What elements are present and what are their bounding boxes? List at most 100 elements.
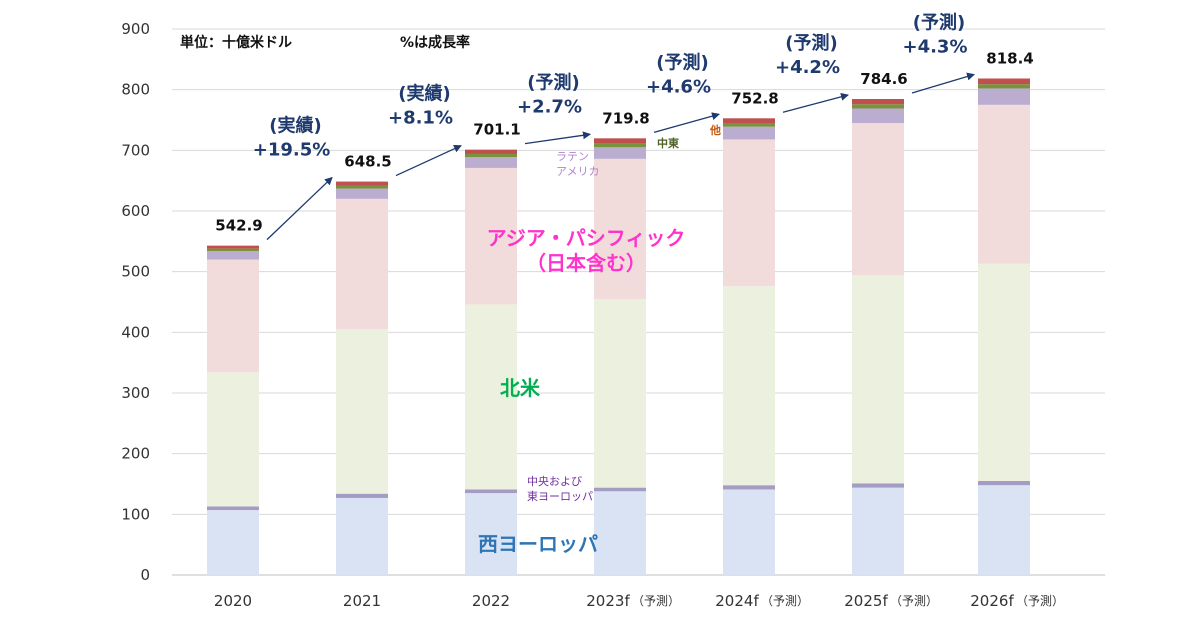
growth-rate: +8.1%: [388, 108, 453, 129]
bar-segment: [978, 84, 1030, 89]
x-tick-label: 2023f: [586, 592, 630, 610]
bar-segment: [852, 99, 904, 105]
bar-segment: [465, 489, 517, 494]
bar-segment: [594, 158, 646, 299]
x-tick-label: 2025f: [844, 592, 888, 610]
growth-rate: +4.2%: [775, 57, 840, 78]
bar-segment: [978, 78, 1030, 85]
growth-arrow: [395, 144, 462, 177]
growth-rate: +19.5%: [253, 140, 331, 161]
bar-segment: [594, 298, 646, 488]
growth-arrow: [524, 131, 591, 145]
bar-segment: [207, 510, 259, 575]
growth-status: (実績): [398, 83, 450, 105]
x-tick-label: 2024f: [715, 592, 759, 610]
x-tick-label: 2026f: [970, 592, 1014, 610]
label-latam-line1: ラテン: [556, 150, 589, 163]
bar-segment: [207, 259, 259, 373]
total-label: 701.1: [473, 121, 520, 139]
bar-segment: [852, 275, 904, 484]
bar-segment: [465, 153, 517, 158]
bar-segment: [336, 198, 388, 330]
x-tick-label: 2021: [343, 592, 381, 610]
y-tick-label: 400: [121, 323, 150, 341]
x-tick-note: （予測）: [761, 594, 809, 608]
bar-segment: [336, 181, 388, 186]
bar-segment: [723, 123, 775, 127]
growth-status: (予測): [527, 71, 579, 93]
growth-rate: +4.6%: [646, 76, 711, 97]
bar-stack-2021: [336, 181, 388, 575]
bar-segment: [978, 485, 1030, 575]
bar-segment: [336, 497, 388, 575]
bar-segment: [207, 245, 259, 249]
bar-stack-2023f: [594, 138, 646, 575]
growth-rate: +4.3%: [902, 37, 967, 58]
label-western-europe: 西ヨーロッパ: [478, 532, 598, 556]
bar-segment: [852, 123, 904, 276]
bar-segment: [465, 304, 517, 490]
growth-status: (予測): [656, 51, 708, 73]
x-tick-note: （予測）: [632, 594, 680, 608]
bar-segment: [852, 104, 904, 109]
growth-arrow: [782, 92, 849, 113]
bar-segment: [336, 188, 388, 199]
bar-segment: [336, 493, 388, 498]
label-ce-europe-line2: 東ヨーロッパ: [527, 490, 593, 503]
growth-arrow: [653, 112, 720, 133]
label-middle-east: 中東: [657, 136, 680, 150]
bar-segment: [594, 147, 646, 159]
y-tick-label: 0: [140, 566, 150, 584]
bar-segment: [207, 372, 259, 507]
x-tick-note: （予測）: [1016, 594, 1064, 608]
bar-segment: [978, 263, 1030, 481]
bar-segment: [594, 143, 646, 148]
x-tick-note: （予測）: [890, 594, 938, 608]
bar-segment: [723, 489, 775, 575]
label-ce-europe-line1: 中央および: [527, 475, 582, 488]
y-tick-label: 500: [121, 263, 150, 281]
bar-segment: [723, 118, 775, 124]
label-other: 他: [709, 123, 721, 137]
unit-note: 単位：十億米ドル: [180, 34, 292, 51]
bar-segment: [978, 480, 1030, 486]
bar-segment: [723, 485, 775, 490]
bar-segment: [978, 104, 1030, 264]
bar-segment: [336, 329, 388, 494]
y-tick-label: 900: [121, 20, 150, 38]
bar-stack-2022: [465, 149, 517, 575]
total-label: 818.4: [986, 50, 1033, 68]
y-tick-label: 300: [121, 384, 150, 402]
label-north-america: 北米: [500, 376, 541, 400]
growth-status: (実績): [269, 115, 321, 137]
total-labels: 542.9 648.5 701.1 719.8 752.8 784.6 818.4: [215, 50, 1033, 235]
label-asia-pacific-line2: （日本含む）: [526, 251, 646, 275]
label-latam-line2: アメリカ: [556, 165, 599, 178]
bars: [207, 78, 1030, 575]
bar-segment: [336, 185, 388, 189]
total-label: 542.9: [215, 217, 262, 235]
y-tick-label: 200: [121, 445, 150, 463]
y-tick-label: 600: [121, 202, 150, 220]
bar-segment: [723, 126, 775, 140]
total-label: 784.6: [860, 70, 907, 88]
y-tick-label: 100: [121, 505, 150, 523]
bar-segment: [594, 138, 646, 144]
x-axis: 2020 2021 2022 2023f （予測） 2024f （予測） 2025f （予測） 2…: [214, 592, 1064, 610]
total-label: 719.8: [602, 109, 649, 127]
bar-segment: [723, 286, 775, 486]
total-label: 648.5: [344, 153, 391, 171]
bar-segment: [465, 149, 517, 154]
y-tick-label: 800: [121, 81, 150, 99]
bar-stack-2024f: [723, 118, 775, 575]
bar-stack-2020: [207, 245, 259, 575]
bar-segment: [465, 493, 517, 575]
rate-note: %は成長率: [400, 34, 470, 51]
y-axis: 0 100 200 300 400 500 600 700 800 900: [121, 20, 150, 584]
growth-arrow: [911, 72, 975, 94]
growth-rate: +2.7%: [517, 96, 582, 117]
bar-segment: [207, 251, 259, 260]
bar-stack-2025f: [852, 99, 904, 575]
bar-segment: [852, 483, 904, 488]
bar-segment: [978, 88, 1030, 105]
